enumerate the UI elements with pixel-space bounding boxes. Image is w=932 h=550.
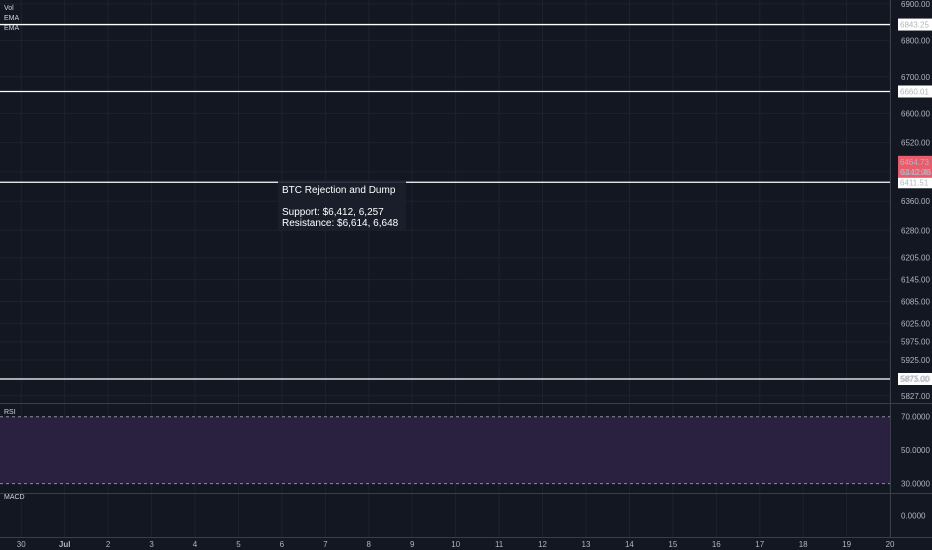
- x-tick-label: 15: [668, 540, 677, 549]
- x-tick-label: 30: [17, 540, 26, 549]
- y-tick-label: 6280.00: [901, 226, 930, 235]
- rsi-pane: 70.0000 50.0000 30.0000: [901, 413, 930, 489]
- y-tick-label: 6360.00: [901, 197, 930, 206]
- y-tick-label: 5975.00: [901, 338, 930, 347]
- price-level-tag: [898, 176, 932, 189]
- pane-label-ema-1: EMA: [4, 15, 20, 22]
- x-tick-label: 16: [712, 540, 721, 549]
- x-tick-label: 20: [886, 540, 895, 549]
- price-level-label: 6843.25: [900, 21, 929, 30]
- annotation-support: Support: $6,412, 6,257: [282, 207, 384, 218]
- y-tick-label: 6600.00: [901, 109, 930, 118]
- y-tick-label: 6700.00: [901, 73, 930, 82]
- pane-label-vol: Vol: [4, 5, 14, 12]
- x-tick-label: 7: [323, 540, 328, 549]
- price-level-tag: [898, 18, 932, 31]
- pane-label-macd: MACD: [4, 494, 25, 501]
- x-tick-label: Jul: [59, 540, 71, 549]
- y-tick-label: 6900.00: [901, 0, 930, 9]
- annotation-title: BTC Rejection and Dump: [282, 185, 396, 196]
- pane-dividers: [0, 0, 932, 538]
- pane-label-ema-2: EMA: [4, 25, 20, 32]
- annotation-box[interactable]: BTC Rejection and Dump Support: $6,412, …: [278, 180, 406, 230]
- y-tick-label: 6440.00: [901, 168, 930, 177]
- last-price-countdown: 01:12:46: [900, 168, 932, 177]
- y-tick-label: 5827.00: [901, 392, 930, 401]
- y-tick-label: 6025.00: [901, 319, 930, 328]
- last-price-label: 6464.73: [900, 158, 929, 167]
- rsi-tick-label: 30.0000: [901, 480, 930, 489]
- price-level-label: 5873.00: [900, 375, 929, 384]
- price-level-tag: [898, 85, 932, 98]
- y-tick-label: 6800.00: [901, 36, 930, 45]
- x-tick-label: 9: [410, 540, 415, 549]
- price-level-label: 6660.01: [900, 87, 929, 96]
- rsi-tick-label: 50.0000: [901, 446, 930, 455]
- y-tick-label: 5925.00: [901, 356, 930, 365]
- y-tick-label: 5875.00: [901, 374, 930, 383]
- price-levels: 6843.25 6660.01 6411.51 5873.00 6464.7301:12…: [0, 18, 932, 385]
- x-tick-label: 12: [538, 540, 547, 549]
- x-tick-label: 5: [236, 540, 241, 549]
- x-tick-label: 11: [495, 540, 504, 549]
- rsi-band: [0, 416, 890, 485]
- rsi-tick-label: 70.0000: [901, 413, 930, 422]
- pane-label-rsi: RSI: [4, 409, 16, 416]
- x-tick-label: 2: [106, 540, 111, 549]
- y-tick-label: 6205.00: [901, 254, 930, 263]
- axes: 30 Jul 2 3 4 5 6 7 8 9 10 11 12 13 14 15 16 17 18 19 20 6900.…: [17, 0, 931, 549]
- x-tick-label: 4: [193, 540, 198, 549]
- annotation-resistance: Resistance: $6,614, 6,648: [282, 218, 399, 229]
- price-level-tag: [898, 372, 932, 385]
- price-level-label: 6411.51: [900, 178, 929, 187]
- annotation-background: [278, 180, 406, 230]
- x-tick-label: 14: [625, 540, 634, 549]
- x-tick-label: 19: [842, 540, 851, 549]
- y-tick-label: 6145.00: [901, 276, 930, 285]
- x-tick-label: 8: [367, 540, 372, 549]
- x-tick-label: 13: [582, 540, 591, 549]
- x-tick-label: 18: [799, 540, 808, 549]
- rsi-band-fill: [0, 416, 890, 484]
- y-tick-label: 6520.00: [901, 139, 930, 148]
- x-tick-label: 17: [755, 540, 764, 549]
- x-tick-label: 6: [280, 540, 285, 549]
- last-price-tag: [898, 155, 932, 178]
- x-tick-label: 3: [149, 540, 154, 549]
- macd-tick-label: 0.0000: [901, 512, 926, 521]
- macd-pane: 0.0000: [901, 512, 926, 521]
- x-tick-label: 10: [451, 540, 460, 549]
- y-tick-label: 6085.00: [901, 298, 930, 307]
